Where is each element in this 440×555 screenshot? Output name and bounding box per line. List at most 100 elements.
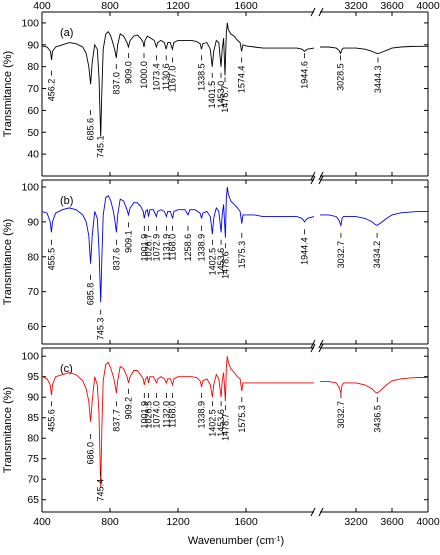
- panel-2-ytick-label: 60: [27, 321, 39, 333]
- panel-2: 60 70 80 90 100 Transmitance (%) (b) 455.5 685.8…: [2, 175, 429, 349]
- panel-2-break-mark-0-a: [310, 175, 316, 185]
- panel-3-xtick-label: 3200: [344, 516, 368, 528]
- panel-1-ytick-label: 50: [27, 127, 39, 139]
- panel-2-break-mark-1-b: [318, 339, 324, 349]
- panel-3-break-mark-1-a: [310, 507, 316, 517]
- panel-2-peak-label: 909.1: [124, 230, 134, 253]
- panel-1-peak-label: 909.0: [124, 61, 134, 84]
- panel-3-ytick-label: 80: [27, 433, 39, 445]
- x-axis-label-sup: -1: [274, 536, 280, 543]
- panel-2-ytick-label: 70: [27, 286, 39, 298]
- panel-2-peak-label: 1001.9: [139, 234, 149, 262]
- panel-3-xtick-label: 400: [33, 516, 51, 528]
- panel-3-ytick-label: 100: [21, 351, 39, 363]
- panel-2-peak-label: 1072.9: [151, 234, 161, 262]
- panel-3-peak-label: 1338.9: [197, 401, 207, 429]
- panel-1-ytick-label: 70: [27, 83, 39, 95]
- panel-3-spectrum-line: [41, 356, 314, 488]
- panel-1-xtick-label: 1200: [166, 0, 190, 12]
- panel-1-ytick-label: 60: [27, 105, 39, 117]
- panel-1-spectrum-line-high: [320, 45, 428, 55]
- panel-2-peak-label: 1575.3: [237, 241, 247, 269]
- panel-1-xtick-label: 1600: [234, 0, 258, 12]
- x-axis-label-suffix: ): [280, 535, 284, 547]
- panel-1: 40 50 60 70 80 90 100 Transmitance (%) (a) 456.2 6…: [2, 0, 440, 181]
- panel-1-break-mark-1-a: [310, 171, 316, 181]
- panel-2-peak-label: 1944.4: [300, 237, 310, 265]
- panel-1-spectrum-line: [41, 22, 315, 137]
- panel-3-peak-label: 909.2: [124, 397, 134, 420]
- panel-3: 65 70 75 80 85 90 95 100 Transmitance (%) (c) 455.…: [2, 343, 440, 528]
- panel-3-peak-label: 1074.0: [152, 401, 162, 429]
- panel-2-spectrum-line-high: [320, 210, 428, 228]
- panel-1-y-axis-label: Transmitance (%): [2, 51, 14, 137]
- panel-1-peak-label: 3444.3: [373, 66, 383, 94]
- panel-2-peak-label: 685.8: [86, 283, 96, 306]
- panel-1-peak-label: 3028.5: [336, 63, 346, 91]
- x-axis-label-main: Wavenumber (cm: [188, 535, 274, 547]
- panel-3-ytick-label: 85: [27, 412, 39, 424]
- panel-2-peak-label: 837.6: [111, 248, 121, 271]
- panel-3-ytick-label: 90: [27, 392, 39, 404]
- panel-3-xtick-label: 1600: [234, 516, 258, 528]
- panel-3-peak-label: 745.4: [96, 479, 106, 502]
- panel-3-break-mark-0-a: [310, 343, 316, 353]
- panel-1-peak-label: 1574.4: [237, 66, 247, 94]
- panel-3-ytick-label: 70: [27, 474, 39, 486]
- panel-3-peak-label: 1575.3: [237, 405, 247, 433]
- panel-1-xtick-label: 3600: [380, 0, 404, 12]
- panel-3-peak-label: 1168.0: [168, 401, 178, 428]
- panel-1-xtick-label: 3200: [344, 0, 368, 12]
- panel-2-peak-label: 1453.6: [216, 248, 226, 276]
- panel-2-peak-label: 1402.5: [207, 248, 217, 276]
- panel-1-peak-label: 837.0: [111, 72, 121, 95]
- panel-2-y-axis-label: Transmitance (%): [2, 219, 14, 305]
- panel-3-peak-label: 3032.7: [336, 401, 346, 429]
- panel-1-xtick-label: 800: [101, 0, 119, 12]
- panel-1-xtick-label: 400: [33, 0, 51, 12]
- panel-1-ytick-label: 90: [27, 39, 39, 51]
- panel-2-peak-label: 1338.9: [197, 234, 207, 262]
- panel-2-ytick-label: 90: [27, 216, 39, 228]
- panel-3-spectrum-line-high: [320, 377, 428, 394]
- panel-2-label: (b): [60, 195, 73, 207]
- panel-3-xtick-label: 800: [101, 516, 119, 528]
- panel-3-xtick-label: 1200: [166, 516, 190, 528]
- panel-1-peak-label: 1453.0: [216, 81, 226, 109]
- panel-2-peak-label: 1258.6: [183, 234, 193, 262]
- panel-2-spectrum-line: [41, 186, 315, 303]
- panel-2-break-mark-0-b: [318, 175, 324, 185]
- panel-1-peak-label: 1401.5: [207, 81, 217, 109]
- panel-2-peak-label: 455.5: [46, 248, 56, 271]
- panel-3-peak-label: 1132.0: [161, 401, 171, 428]
- panel-3-peak-label: 1001.9: [139, 401, 149, 429]
- panel-1-label: (a): [60, 27, 73, 39]
- panel-3-break-mark-1-b: [318, 507, 324, 517]
- panel-3-y-axis-label: Transmitance (%): [2, 387, 14, 473]
- panel-1-xtick-label: 4000: [416, 0, 440, 12]
- panel-1-peak-label: 1944.6: [300, 61, 310, 89]
- panel-1-peak-label: 1338.5: [197, 63, 207, 91]
- panel-2-ytick-label: 80: [27, 251, 39, 263]
- panel-3-peak-label: 1453.6: [216, 409, 226, 437]
- panel-2-peak-label: 3032.7: [336, 241, 346, 269]
- panel-1-ytick-label: 40: [27, 149, 39, 161]
- panel-2-peak-label: 1168.0: [168, 234, 178, 261]
- panel-2-ytick-label: 100: [21, 181, 39, 193]
- panel-3-peak-label: 686.0: [86, 442, 96, 465]
- panel-2-peak-label: 1026.7: [144, 234, 154, 262]
- panel-1-break-mark-0-b: [318, 7, 324, 17]
- panel-1-break-mark-1-b: [318, 171, 324, 181]
- panel-1-peak-label: 1073.4: [151, 63, 161, 91]
- panel-2-peak-label: 3434.2: [372, 241, 382, 269]
- panel-2-peak-label: 1131.9: [161, 234, 171, 261]
- panel-3-peak-label: 1478.7: [220, 413, 230, 441]
- panel-3-break-mark-0-b: [318, 343, 324, 353]
- panel-3-xtick-label: 4000: [416, 516, 440, 528]
- panel-3-ytick-label: 65: [27, 494, 39, 506]
- panel-3-peak-label: 1402.5: [207, 409, 217, 437]
- panel-1-peak-label: 1167.0: [167, 66, 177, 93]
